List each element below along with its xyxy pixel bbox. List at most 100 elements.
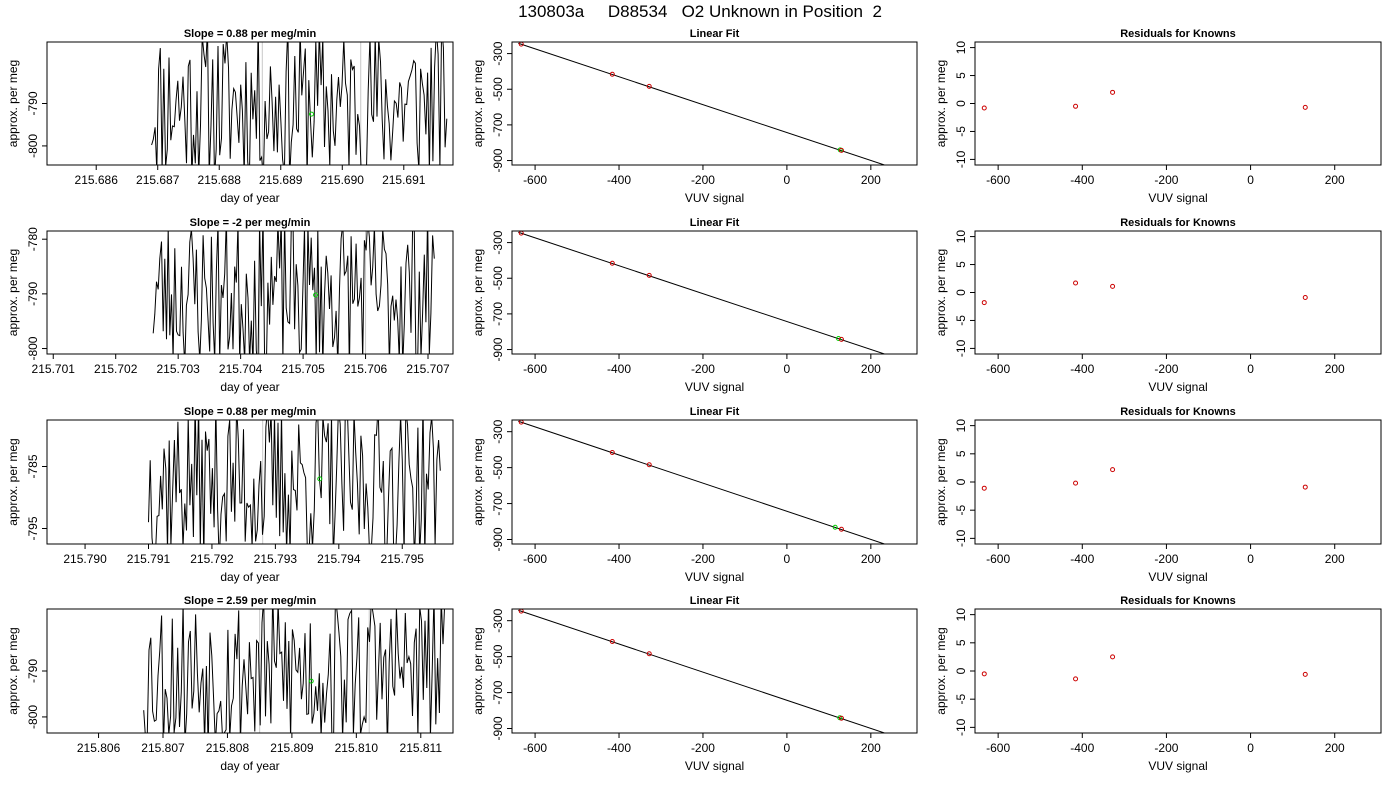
y-tick-label: -300 (491, 608, 505, 632)
known-point-4 (1302, 104, 1308, 110)
x-tick-label: -600 (523, 173, 547, 187)
y-axis-label: approx. per meg (934, 438, 948, 525)
x-tick-label: 200 (1325, 173, 1345, 187)
known-point-3 (646, 462, 652, 468)
chart-panel-1: Slope = 0.88 per meg/min 215.686 215.687 21… (6, 28, 454, 205)
x-tick-label: -200 (1154, 741, 1178, 755)
chart-panel-11: Residuals for Knowns -600 -400 -200 0 200 -10 -… (934, 406, 1382, 584)
chart-panel-7: Linear Fit -600 -400 -200 0 200 -900 -700 -500 -3… (471, 406, 918, 584)
x-tick-label: 215.795 (381, 552, 425, 566)
signal-trace (151, 42, 448, 165)
x-tick-label: 215.793 (254, 552, 298, 566)
x-tick-label: 215.809 (270, 741, 314, 755)
x-tick-label: 215.686 (75, 173, 119, 187)
x-tick-label: -400 (1070, 173, 1094, 187)
x-axis-label: VUV signal (1148, 570, 1207, 584)
x-tick-label: -400 (607, 173, 631, 187)
panel-title: Residuals for Knowns (1120, 217, 1236, 229)
x-tick-label: 215.811 (400, 741, 443, 755)
x-tick-label: -600 (986, 173, 1010, 187)
x-tick-label: 200 (861, 552, 881, 566)
plot-area (981, 467, 1308, 491)
x-tick-label: 215.704 (219, 362, 263, 376)
known-point-2 (1073, 103, 1079, 109)
chart-panel-12: Residuals for Knowns -600 -400 -200 0 200 -10 -… (934, 595, 1382, 773)
y-axis-label: approx. per meg (6, 60, 20, 147)
x-tick-label: 215.790 (63, 552, 107, 566)
y-axis-label: approx. per meg (6, 249, 20, 336)
plot-frame (511, 419, 918, 545)
known-point-3 (1110, 654, 1116, 660)
y-tick-label: 10 (954, 608, 968, 622)
y-tick-label: -5 (954, 694, 968, 705)
y-tick-label: -800 (26, 705, 40, 729)
plot-frame (46, 230, 454, 355)
panel-title: Linear Fit (690, 406, 740, 418)
x-tick-label: -400 (607, 741, 631, 755)
chart-panel-8: Linear Fit -600 -400 -200 0 200 -900 -700 -500 -3… (471, 595, 918, 773)
known-point-2 (1073, 280, 1079, 286)
x-tick-label: 215.794 (317, 552, 361, 566)
known-point-3 (646, 83, 652, 89)
y-tick-label: -10 (954, 339, 968, 357)
plot-frame (46, 419, 454, 545)
x-tick-label: 215.792 (190, 552, 234, 566)
plot-area (152, 231, 435, 354)
x-tick-label: 200 (861, 362, 881, 376)
x-tick-label: 215.701 (32, 362, 76, 376)
y-tick-label: -900 (491, 148, 505, 172)
figure-title: 130803a D88534 O2 Unknown in Position 2 (518, 2, 882, 21)
unknown-point-1 (832, 524, 838, 530)
plot-frame (974, 230, 1382, 355)
y-tick-label: -700 (491, 113, 505, 137)
x-tick-label: -600 (523, 741, 547, 755)
plot-frame (974, 41, 1382, 166)
chart-panel-2: Slope = -2 per meg/min 215.701 215.702 215.… (6, 217, 454, 394)
known-point-2 (1073, 676, 1079, 682)
y-tick-label: -900 (491, 337, 505, 361)
x-tick-label: 200 (1325, 741, 1345, 755)
y-tick-label: 0 (954, 289, 968, 296)
y-axis-label: approx. per meg (471, 627, 485, 714)
y-tick-label: -790 (26, 659, 40, 683)
chart-panel-6: Linear Fit -600 -400 -200 0 200 -900 -700 -500 -3… (471, 217, 918, 394)
y-tick-label: 5 (954, 72, 968, 79)
x-tick-label: -600 (986, 552, 1010, 566)
known-point-2 (1073, 480, 1079, 486)
x-tick-label: -200 (691, 173, 715, 187)
known-point-4 (838, 715, 844, 721)
x-axis-label: VUV signal (685, 380, 744, 394)
x-axis-label: VUV signal (685, 570, 744, 584)
x-tick-label: 215.691 (382, 173, 426, 187)
y-tick-label: 5 (954, 450, 968, 457)
known-point-4 (838, 526, 844, 532)
y-tick-label: -5 (954, 126, 968, 137)
x-tick-label: -600 (986, 362, 1010, 376)
x-tick-label: -400 (1070, 362, 1094, 376)
x-axis-label: VUV signal (1148, 759, 1207, 773)
known-point-4 (1302, 484, 1308, 490)
y-tick-label: -780 (26, 227, 40, 251)
x-tick-label: 200 (861, 173, 881, 187)
plot-area (981, 654, 1308, 682)
y-axis-label: approx. per meg (6, 438, 20, 525)
x-tick-label: -200 (691, 362, 715, 376)
x-tick-label: -200 (691, 552, 715, 566)
mean-point (309, 111, 315, 117)
y-tick-label: -5 (954, 315, 968, 326)
mean-point (317, 476, 323, 482)
x-tick-label: 0 (1247, 741, 1254, 755)
known-point-4 (1302, 295, 1308, 301)
plot-frame (511, 230, 918, 355)
panel-title: Slope = 0.88 per meg/min (184, 28, 317, 40)
panel-title: Linear Fit (690, 28, 740, 40)
chart-panel-5: Linear Fit -600 -400 -200 0 200 -900 -700 -500 -3… (471, 28, 918, 205)
fit-line (518, 231, 887, 354)
x-tick-label: 215.791 (127, 552, 171, 566)
x-tick-label: -200 (1154, 552, 1178, 566)
plot-frame (511, 608, 918, 734)
y-tick-label: 10 (954, 41, 968, 55)
known-point-4 (838, 336, 844, 342)
